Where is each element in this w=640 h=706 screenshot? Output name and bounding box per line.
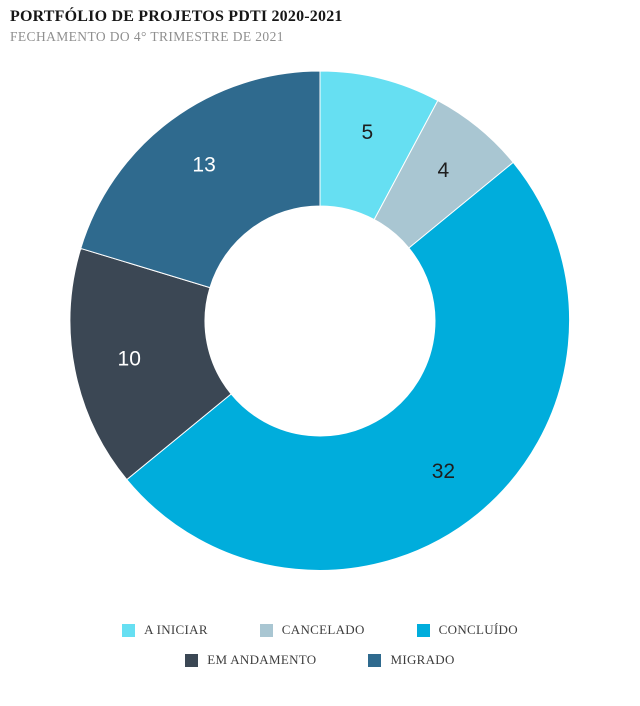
legend-row-1: A INICIAR CANCELADO CONCLUÍDO xyxy=(122,622,518,638)
page-title: PORTFÓLIO DE PROJETOS PDTI 2020-2021 xyxy=(10,8,343,25)
slice-value-label: 10 xyxy=(118,347,141,370)
slice-value-label: 13 xyxy=(192,153,215,176)
page-subtitle: FECHAMENTO DO 4° TRIMESTRE DE 2021 xyxy=(10,29,284,44)
legend-swatch-concluido xyxy=(416,623,430,637)
donut-chart-area: 5 4 32 10 13 xyxy=(0,53,640,598)
legend-item-a-iniciar[interactable]: A INICIAR xyxy=(122,622,208,638)
chart-header: PORTFÓLIO DE PROJETOS PDTI 2020-2021 FEC… xyxy=(0,0,640,45)
legend-item-em-andamento[interactable]: EM ANDAMENTO xyxy=(185,652,316,668)
slice-value-label: 32 xyxy=(432,460,455,483)
legend-label-em-andamento: EM ANDAMENTO xyxy=(207,652,317,667)
legend-label-concluido: CONCLUÍDO xyxy=(438,622,518,637)
legend-row-2: EM ANDAMENTO MIGRADO xyxy=(185,652,454,668)
legend-item-cancelado[interactable]: CANCELADO xyxy=(259,622,365,638)
donut-slice-em-andamento[interactable] xyxy=(69,247,232,481)
legend-label-a-iniciar: A INICIAR xyxy=(144,622,208,637)
legend-label-migrado: MIGRADO xyxy=(390,652,455,667)
legend-item-migrado[interactable]: MIGRADO xyxy=(368,652,454,668)
legend-swatch-migrado xyxy=(368,653,382,667)
legend-item-concluido[interactable]: CONCLUÍDO xyxy=(416,622,518,638)
legend-swatch-cancelado xyxy=(259,623,273,637)
chart-legend: A INICIAR CANCELADO CONCLUÍDO EM ANDAMEN… xyxy=(0,622,640,668)
donut-slice-migrado[interactable] xyxy=(80,70,321,289)
slice-value-label: 4 xyxy=(438,159,450,182)
slice-value-label: 5 xyxy=(361,121,373,144)
legend-swatch-em-andamento xyxy=(185,653,199,667)
legend-label-cancelado: CANCELADO xyxy=(281,622,365,637)
legend-swatch-a-iniciar xyxy=(122,623,136,637)
donut-slice-concluido[interactable] xyxy=(126,161,571,571)
